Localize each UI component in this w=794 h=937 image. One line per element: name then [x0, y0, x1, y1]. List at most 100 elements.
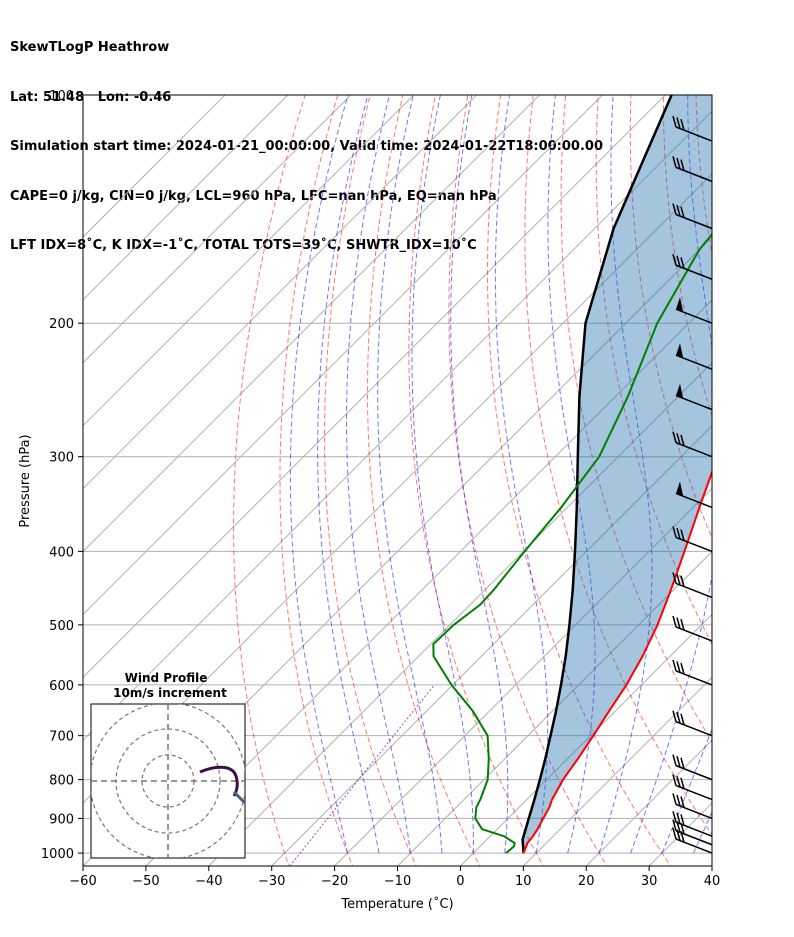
y-tick-label: 400 — [49, 545, 74, 560]
parcel-profile-line — [521, 95, 673, 854]
profile-layer — [432, 95, 712, 854]
wind-barb-feather — [676, 117, 681, 129]
wind-barb — [675, 343, 713, 370]
wind-barb-staff — [675, 670, 713, 686]
x-tick-label: 30 — [641, 874, 658, 889]
location-line: Lat: 51.48 Lon: -0.46 — [10, 89, 172, 105]
wind-barb-staff — [675, 166, 713, 183]
wind-barb-staff — [675, 442, 713, 458]
wind-barb-feather — [676, 433, 681, 445]
y-tick-label: 200 — [49, 317, 74, 332]
index-line: LFT IDX=8˚C, K IDX=-1˚C, TOTAL TOTS=39˚C… — [10, 238, 477, 253]
x-tick-label: 40 — [704, 874, 721, 889]
chart-header: SkewTLogP Heathrow Lat: 51.48 Lon: -0.46… — [10, 7, 603, 271]
wind-barb-feather — [676, 756, 681, 768]
x-tick-label: 10 — [515, 874, 532, 889]
dry-adiabat-line — [324, 95, 417, 866]
moist-adiabat-line — [289, 95, 349, 854]
wind-barb-feather — [680, 814, 685, 826]
wind-barb-feather — [672, 710, 677, 722]
isotherm-line — [83, 95, 540, 553]
wind-barb — [675, 297, 713, 324]
wind-barb-staff — [675, 308, 713, 324]
moist-adiabat-line — [377, 95, 443, 854]
wind-barb — [672, 203, 713, 230]
isotherm-line — [460, 613, 712, 866]
dry-adiabat-line — [486, 95, 672, 866]
moist-adiabat-line — [630, 95, 712, 854]
dry-adiabat-line — [232, 95, 306, 866]
wind-barb-feather — [676, 794, 681, 807]
moist-adiabat-line — [661, 727, 712, 854]
wind-barb — [675, 481, 713, 509]
y-tick-label: 500 — [49, 619, 74, 634]
x-tick-label: 20 — [578, 874, 595, 889]
dry-adiabat-line — [662, 95, 712, 418]
x-tick-label: −60 — [69, 874, 96, 889]
wind-barb-feather — [672, 774, 677, 786]
mixing-ratio-line — [289, 684, 435, 866]
wind-barb-feather — [672, 156, 677, 168]
wind-barb-feather — [676, 775, 681, 788]
wind-barb — [672, 793, 713, 820]
wind-barb-staff — [675, 803, 713, 820]
wind-barb-feather — [672, 811, 677, 823]
wind-barb-pennant — [676, 343, 683, 358]
wind-barb-feather — [676, 812, 681, 824]
x-tick-label: −50 — [132, 874, 159, 889]
wind-barb-staff — [675, 213, 713, 230]
y-tick-label: 700 — [49, 730, 74, 745]
wind-barb-layer — [672, 115, 713, 854]
y-tick-label: 900 — [49, 812, 74, 827]
isotherm-line — [83, 95, 666, 679]
isotherm-line — [334, 487, 712, 866]
wind-barb-feather — [680, 119, 685, 131]
wind-barb-staff — [675, 492, 713, 509]
moist-adiabat-line — [346, 95, 411, 854]
dry-adiabat-line — [524, 95, 712, 836]
isotherm-line — [83, 95, 289, 301]
dry-adiabat-line — [560, 95, 712, 743]
hodograph-inner — [91, 704, 245, 858]
wind-barb-staff — [675, 784, 713, 801]
moist-adiabat-line — [317, 95, 380, 854]
wind-barb-feather — [672, 572, 677, 584]
wind-barb-feather — [680, 434, 685, 447]
temperature-line — [522, 469, 712, 854]
dewpoint-line — [432, 232, 712, 854]
moist-adiabat-line — [411, 95, 474, 854]
shade-layer — [522, 95, 712, 854]
isotherm-line — [83, 110, 712, 741]
wind-barb-feather — [672, 203, 677, 215]
dry-adiabat-line — [279, 95, 354, 866]
x-tick-label: −10 — [384, 874, 411, 889]
wind-barb-feather — [676, 527, 681, 540]
wind-barb-staff — [675, 264, 713, 280]
wind-barb-staff — [675, 536, 713, 553]
wind-barb-feather — [672, 793, 677, 805]
x-axis-label: Temperature (˚C) — [340, 896, 453, 912]
isotherm-line — [711, 865, 712, 866]
wind-barb-feather — [672, 431, 677, 443]
wind-barb-feather — [680, 159, 685, 171]
wind-barb-feather — [676, 204, 681, 217]
y-tick-label: 1000 — [41, 847, 74, 862]
wind-barb-staff — [675, 720, 713, 737]
isotherm-line — [83, 95, 603, 616]
wind-barb-staff — [675, 838, 713, 854]
wind-barb-feather — [676, 573, 681, 586]
wind-barb-feather — [672, 819, 677, 831]
hodograph-trace-lower — [232, 790, 245, 806]
isotherm-line — [271, 424, 712, 866]
title-line: SkewTLogP Heathrow — [10, 40, 170, 55]
wind-barb — [672, 431, 713, 458]
wind-barb-staff — [675, 126, 713, 142]
wind-barb — [672, 156, 713, 183]
dry-adiabat-line — [729, 95, 794, 869]
wind-barb-feather — [680, 618, 685, 631]
dry-adiabat-line — [408, 95, 544, 866]
x-tick-label: 0 — [456, 874, 464, 889]
wind-barb — [672, 774, 713, 801]
wind-barb — [672, 572, 713, 599]
